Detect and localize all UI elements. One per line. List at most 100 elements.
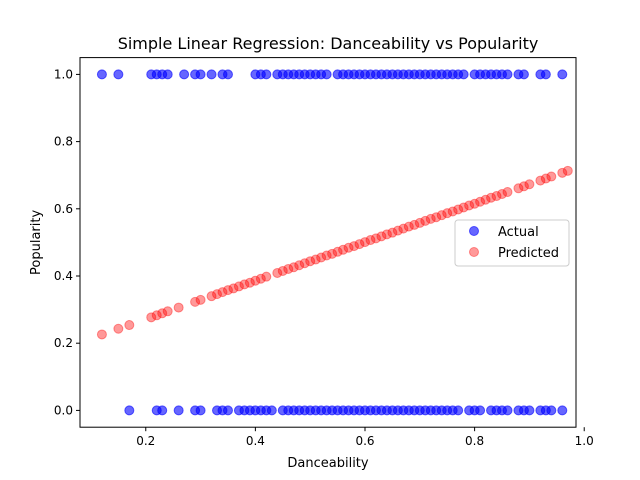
predicted-point xyxy=(283,263,294,274)
predicted-point xyxy=(250,275,261,286)
actual-point xyxy=(162,69,173,80)
actual-point xyxy=(113,69,124,80)
predicted-point xyxy=(151,310,162,321)
actual-point xyxy=(458,69,469,80)
predicted-point xyxy=(464,200,475,211)
actual-point xyxy=(222,69,233,80)
predicted-point xyxy=(206,291,217,302)
predicted-point xyxy=(338,244,349,255)
actual-point xyxy=(173,405,184,416)
predicted-point xyxy=(431,212,442,223)
actual-point xyxy=(195,69,206,80)
x-tick-label: 0.8 xyxy=(465,434,484,448)
actual-point xyxy=(195,405,206,416)
actual-point xyxy=(266,405,277,416)
predicted-point xyxy=(414,217,425,228)
predicted-point xyxy=(321,250,332,261)
actual-point xyxy=(453,405,464,416)
predicted-point xyxy=(190,296,201,307)
predicted-point xyxy=(458,202,469,213)
actual-point xyxy=(502,405,513,416)
predicted-point xyxy=(381,229,392,240)
predicted-point xyxy=(442,208,453,219)
predicted-point xyxy=(557,167,568,178)
predicted-point xyxy=(546,171,557,182)
predicted-point xyxy=(310,254,321,265)
predicted-point xyxy=(217,287,228,298)
legend-frame xyxy=(454,219,570,267)
predicted-point xyxy=(524,179,535,190)
predicted-point xyxy=(146,312,157,323)
actual-point xyxy=(206,69,217,80)
legend-label-actual: Actual xyxy=(498,225,539,240)
y-tick-label: 1.0 xyxy=(54,67,73,81)
chart-title: Simple Linear Regression: Danceability v… xyxy=(118,34,539,53)
predicted-point xyxy=(349,241,360,252)
predicted-point xyxy=(327,248,338,259)
predicted-point xyxy=(96,329,107,340)
predicted-point xyxy=(491,191,502,202)
predicted-point xyxy=(272,267,283,278)
y-tick-label: 0.6 xyxy=(54,202,73,216)
predicted-point xyxy=(502,187,513,197)
predicted-point xyxy=(316,252,327,263)
predicted-point xyxy=(376,231,387,242)
predicted-point xyxy=(469,198,480,209)
actual-point xyxy=(524,405,535,416)
y-tick-label: 0.8 xyxy=(54,135,73,149)
y-tick-label: 0.4 xyxy=(54,269,73,283)
y-axis-ticks: 0.0 0.2 0.4 0.6 0.8 1.0 xyxy=(54,67,80,417)
y-axis-label: Popularity xyxy=(29,210,44,275)
x-axis-ticks: 0.2 0.4 0.6 0.8 1.0 xyxy=(136,427,594,448)
actual-point xyxy=(321,69,332,80)
actual-point xyxy=(157,405,168,416)
series-predicted xyxy=(96,165,573,340)
predicted-point xyxy=(409,219,420,230)
predicted-point xyxy=(157,308,168,319)
predicted-point xyxy=(436,210,447,221)
x-tick-label: 0.6 xyxy=(355,434,374,448)
predicted-point xyxy=(244,277,255,288)
actual-point xyxy=(502,69,513,80)
legend-label-predicted: Predicted xyxy=(498,246,559,261)
series-actual xyxy=(96,69,568,416)
predicted-point xyxy=(277,265,288,276)
predicted-point xyxy=(113,323,124,334)
predicted-point xyxy=(518,181,529,192)
actual-point xyxy=(261,69,272,80)
predicted-point xyxy=(453,204,464,215)
x-tick-label: 1.0 xyxy=(575,434,594,448)
predicted-point xyxy=(497,189,508,200)
actual-point xyxy=(518,69,529,80)
actual-point xyxy=(222,405,233,416)
predicted-point xyxy=(173,302,184,313)
predicted-point xyxy=(398,223,409,234)
actual-point xyxy=(557,69,568,80)
predicted-point xyxy=(513,183,524,194)
predicted-point xyxy=(359,237,370,248)
predicted-point xyxy=(124,320,135,331)
predicted-point xyxy=(486,192,497,203)
predicted-point xyxy=(332,246,343,257)
predicted-point xyxy=(288,262,299,273)
predicted-point xyxy=(299,258,310,269)
predicted-point xyxy=(343,242,354,253)
predicted-point xyxy=(480,194,491,205)
legend-marker-actual xyxy=(469,226,479,236)
predicted-point xyxy=(392,225,403,236)
predicted-point xyxy=(233,281,244,292)
predicted-point xyxy=(354,239,365,250)
legend: Actual Predicted xyxy=(454,219,570,267)
predicted-point xyxy=(365,235,376,246)
predicted-point xyxy=(540,173,551,184)
actual-point xyxy=(179,69,190,80)
predicted-point xyxy=(162,306,173,317)
predicted-point xyxy=(255,273,266,284)
y-tick-label: 0.0 xyxy=(54,403,73,417)
predicted-point xyxy=(475,196,486,207)
predicted-point xyxy=(239,279,250,290)
predicted-point xyxy=(212,289,223,300)
predicted-point xyxy=(305,256,316,267)
predicted-point xyxy=(387,227,398,238)
